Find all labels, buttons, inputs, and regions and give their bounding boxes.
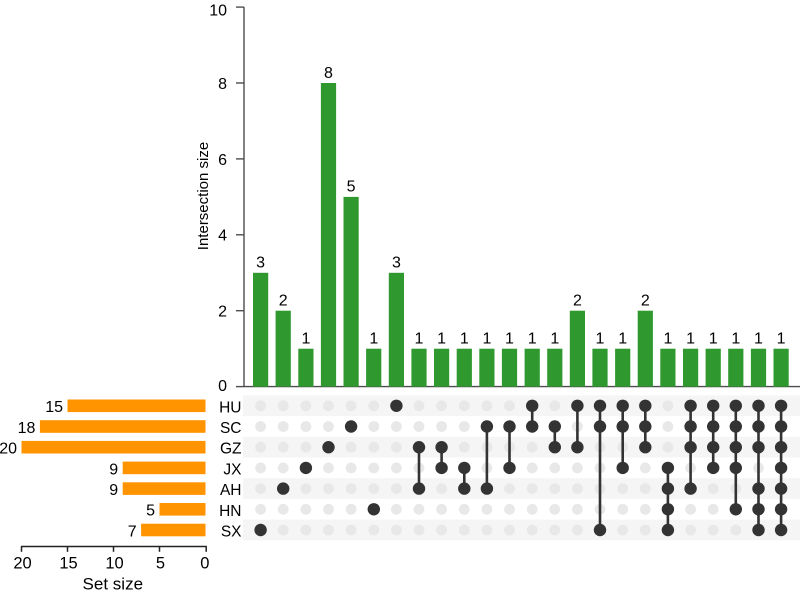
svg-text:SX: SX — [221, 524, 242, 541]
svg-text:5: 5 — [146, 503, 155, 520]
svg-text:HU: HU — [219, 399, 241, 416]
svg-text:2: 2 — [218, 304, 227, 321]
svg-text:1: 1 — [777, 331, 786, 348]
svg-text:1: 1 — [731, 331, 740, 348]
svg-text:5: 5 — [156, 554, 165, 572]
svg-text:1: 1 — [415, 331, 424, 348]
svg-text:1: 1 — [754, 331, 763, 348]
svg-text:9: 9 — [109, 461, 118, 478]
svg-text:7: 7 — [128, 523, 137, 540]
svg-text:GZ: GZ — [220, 441, 242, 458]
svg-text:0: 0 — [200, 554, 209, 572]
svg-text:1: 1 — [709, 331, 718, 348]
svg-text:1: 1 — [550, 331, 559, 348]
svg-text:5: 5 — [347, 179, 356, 196]
svg-text:Intersection size: Intersection size — [195, 142, 212, 250]
svg-text:1: 1 — [482, 331, 491, 348]
svg-text:8: 8 — [218, 76, 227, 93]
svg-text:JX: JX — [223, 461, 242, 478]
svg-text:1: 1 — [528, 331, 537, 348]
svg-text:HN: HN — [219, 503, 241, 520]
svg-text:1: 1 — [505, 331, 514, 348]
svg-text:1: 1 — [596, 331, 605, 348]
svg-text:1: 1 — [618, 331, 627, 348]
svg-text:1: 1 — [301, 331, 310, 348]
svg-text:20: 20 — [13, 554, 31, 572]
svg-text:1: 1 — [437, 331, 446, 348]
svg-text:2: 2 — [641, 293, 650, 310]
svg-text:10: 10 — [209, 2, 227, 19]
svg-text:2: 2 — [279, 293, 288, 310]
svg-text:18: 18 — [18, 420, 36, 437]
svg-text:2: 2 — [573, 293, 582, 310]
svg-text:0: 0 — [218, 378, 227, 395]
svg-text:AH: AH — [220, 482, 242, 499]
svg-text:1: 1 — [686, 331, 695, 348]
svg-text:1: 1 — [369, 331, 378, 348]
svg-text:1: 1 — [663, 331, 672, 348]
svg-text:9: 9 — [109, 482, 118, 499]
svg-text:SC: SC — [220, 420, 242, 437]
svg-text:4: 4 — [218, 228, 227, 245]
svg-text:15: 15 — [45, 399, 63, 416]
svg-text:20: 20 — [0, 441, 17, 458]
svg-text:3: 3 — [392, 255, 401, 272]
svg-text:8: 8 — [324, 65, 333, 82]
svg-text:6: 6 — [218, 152, 227, 169]
svg-text:15: 15 — [59, 554, 77, 572]
svg-text:10: 10 — [105, 554, 123, 572]
svg-text:Set size: Set size — [83, 575, 143, 594]
svg-text:1: 1 — [460, 331, 469, 348]
svg-text:3: 3 — [256, 255, 265, 272]
